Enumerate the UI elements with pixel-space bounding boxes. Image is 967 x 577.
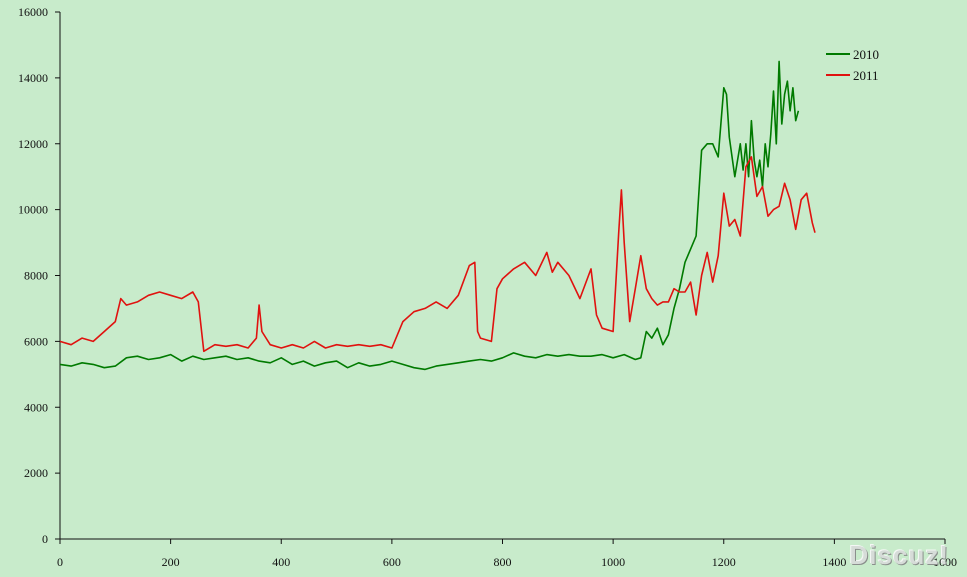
x-tick-label: 1200 bbox=[712, 555, 736, 569]
series-line-2010 bbox=[59, 60, 800, 371]
x-tick-label: 1600 bbox=[933, 555, 957, 569]
x-tick-label: 1400 bbox=[822, 555, 846, 569]
x-tick-label: 800 bbox=[494, 555, 512, 569]
x-tick-label: 200 bbox=[162, 555, 180, 569]
series-layer bbox=[59, 60, 816, 371]
x-tick-label: 1000 bbox=[601, 555, 625, 569]
chart-axes: 0 2000 4000 6000 8000 10000 12000 14000 16000 0 20… bbox=[18, 5, 957, 569]
legend-label-2010: 2010 bbox=[853, 47, 879, 62]
x-tick-label: 0 bbox=[57, 555, 63, 569]
y-tick-label: 2000 bbox=[24, 466, 48, 480]
y-tick-label: 16000 bbox=[18, 5, 48, 19]
y-tick-label: 10000 bbox=[18, 203, 48, 217]
watermark-logo: Discuz! bbox=[849, 540, 949, 570]
y-tick-label: 4000 bbox=[24, 400, 48, 414]
y-tick-label: 8000 bbox=[24, 269, 48, 283]
y-tick-label: 14000 bbox=[18, 71, 48, 85]
series-line-2011 bbox=[59, 156, 816, 353]
y-tick-label: 0 bbox=[42, 532, 48, 546]
y-tick-label: 6000 bbox=[24, 334, 48, 348]
x-tick-label: 400 bbox=[272, 555, 290, 569]
y-tick-label: 12000 bbox=[18, 137, 48, 151]
legend: 2010 2011 bbox=[826, 47, 879, 83]
legend-label-2011: 2011 bbox=[853, 68, 879, 83]
x-tick-label: 600 bbox=[383, 555, 401, 569]
